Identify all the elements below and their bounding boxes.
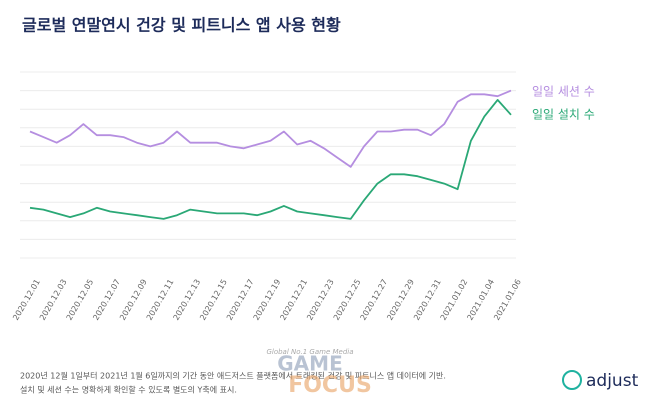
series-line — [29, 99, 512, 220]
x-tick-label: 2020.12.23 — [305, 278, 336, 322]
watermark-tagline: Global No.1 Game Media — [266, 348, 353, 356]
x-tick-label: 2020.12.03 — [38, 278, 69, 322]
x-tick-label: 2020.12.15 — [198, 278, 229, 322]
brand-icon — [562, 370, 582, 390]
x-tick-label: 2020.12.17 — [225, 278, 256, 322]
x-tick-label: 2020.12.11 — [145, 278, 176, 322]
legend-label: 일일 설치 수 — [532, 108, 595, 122]
x-tick-label: 2020.12.29 — [385, 278, 416, 322]
x-tick-label: 2020.12.31 — [412, 278, 443, 322]
x-tick-label: 2020.12.25 — [332, 278, 363, 322]
chart-title: 글로벌 연말연시 건강 및 피트니스 앱 사용 현황 — [22, 16, 341, 35]
x-tick-label: 2021.01.04 — [465, 278, 496, 322]
series-line — [29, 89, 512, 168]
x-tick-label: 2021.01.06 — [492, 278, 523, 322]
x-tick-label: 2020.12.19 — [252, 278, 283, 322]
footnote: 설치 및 세션 수는 명확하게 확인할 수 있도록 별도의 Y축에 표시. — [20, 385, 237, 395]
x-tick-label: 2020.12.09 — [118, 278, 149, 322]
x-tick-label: 2020.12.05 — [65, 278, 96, 322]
watermark-top: GAME — [277, 352, 342, 376]
x-tick-label: 2020.12.27 — [359, 278, 390, 322]
watermark-bottom: FOCUS — [288, 373, 372, 398]
brand: adjust — [586, 371, 639, 391]
x-tick-label: 2020.12.13 — [172, 278, 203, 322]
footnote: 2020년 12월 1일부터 2021년 1월 6일까지의 기간 동안 애드저스… — [20, 371, 446, 381]
x-tick-label: 2020.12.01 — [11, 278, 42, 322]
x-tick-label: 2020.12.21 — [278, 278, 309, 322]
x-tick-label: 2020.12.07 — [91, 278, 122, 322]
legend-label: 일일 세션 수 — [532, 85, 595, 99]
x-tick-label: 2021.01.02 — [439, 278, 470, 322]
